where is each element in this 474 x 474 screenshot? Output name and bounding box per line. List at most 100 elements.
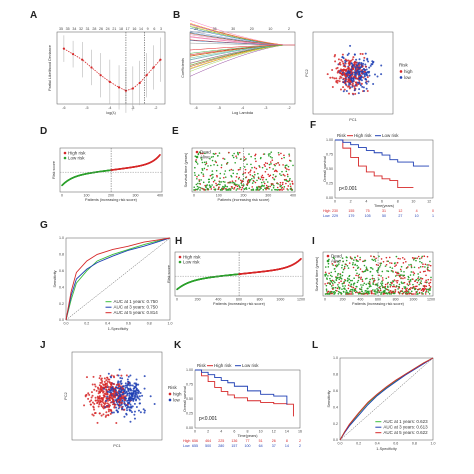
panel-b-xtick: -5 xyxy=(218,106,221,110)
panel-e-point xyxy=(279,188,282,191)
panel-f-risk-high-cell: 230 xyxy=(332,209,338,213)
panel-j-legend-marker-high xyxy=(168,392,172,396)
panel-f-risk-row-high-label: High xyxy=(323,209,330,213)
panel-h-xtick: 800 xyxy=(257,298,263,302)
panel-e-point xyxy=(206,168,208,171)
panel-f-risk-low-cell: 1 xyxy=(432,214,434,218)
panel-j-point xyxy=(143,387,146,390)
panel-e-point xyxy=(238,151,241,154)
panel-i-point xyxy=(391,281,393,284)
panel-e-point xyxy=(196,175,198,178)
panel-i-point xyxy=(341,266,343,269)
panel-k-risk-high-cell: 77 xyxy=(246,439,250,443)
panel-c-point xyxy=(359,70,362,73)
panel-e-point xyxy=(286,180,289,182)
panel-j-point xyxy=(106,376,109,379)
panel-i-point xyxy=(368,292,370,294)
panel-e-point xyxy=(256,187,259,190)
panel-k-risk-low-cell: 157 xyxy=(231,444,237,448)
panel-e-point xyxy=(269,161,272,163)
panel-i-point xyxy=(408,281,411,284)
panel-e-point xyxy=(193,186,196,189)
panel-e-point xyxy=(211,173,214,176)
panel-i-point xyxy=(350,283,353,286)
panel-e-point xyxy=(260,185,263,188)
panel-i-point xyxy=(424,293,427,295)
panel-i-point xyxy=(343,282,346,284)
panel-c-point xyxy=(355,83,358,86)
panel-j-point xyxy=(107,372,110,375)
panel-j-point xyxy=(99,388,102,391)
panel-e-point xyxy=(276,186,279,189)
panel-f-xtick: 12 xyxy=(427,200,431,204)
panel-g-ytick: 0.0 xyxy=(59,318,64,322)
panel-j-point xyxy=(91,394,94,397)
panel-c-point xyxy=(355,71,358,74)
panel-i-point xyxy=(363,264,366,267)
panel-j-point xyxy=(137,409,140,412)
panel-e-point xyxy=(246,183,249,185)
panel-j-legend-low: low xyxy=(173,397,181,402)
panel-e-point xyxy=(205,162,208,165)
panel-i-xtick: 800 xyxy=(393,298,399,302)
panel-a-top-tick: 35 xyxy=(66,27,70,31)
panel-c-point xyxy=(335,77,338,80)
panel-i-point xyxy=(394,275,397,277)
panel-i-point xyxy=(337,272,339,275)
panel-i-point xyxy=(364,292,367,295)
panel-e-point xyxy=(234,180,237,182)
panel-e-point xyxy=(222,180,225,183)
panel-c-point xyxy=(351,92,354,95)
panel-j-point xyxy=(141,394,144,397)
panel-i-point xyxy=(344,285,346,287)
panel-e-point xyxy=(210,164,212,167)
panel-i-point xyxy=(417,273,419,275)
panel-e-point xyxy=(217,188,220,190)
panel-e-point xyxy=(208,178,211,181)
panel-e-point xyxy=(249,171,251,173)
panel-c-point xyxy=(354,92,357,95)
panel-i-point xyxy=(371,290,373,292)
panel-i-point xyxy=(382,279,384,281)
panel-i-point xyxy=(374,260,377,262)
panel-i-point xyxy=(400,277,402,279)
panel-i-point xyxy=(330,285,333,287)
panel-c-point xyxy=(350,72,353,75)
panel-i-point xyxy=(349,293,351,295)
panel-c-point xyxy=(364,63,367,66)
panel-i-point xyxy=(362,284,364,286)
panel-i-point xyxy=(340,292,343,295)
panel-e-point xyxy=(281,186,284,189)
panel-i-point xyxy=(371,277,374,280)
panel-c-point xyxy=(334,53,337,56)
panel-e-point xyxy=(195,159,197,161)
panel-h-xtick: 400 xyxy=(215,298,221,302)
panel-i-point xyxy=(361,278,364,281)
panel-j-point xyxy=(92,375,95,378)
panel-j-frame xyxy=(71,351,163,441)
panel-i-point xyxy=(381,280,383,283)
panel-i-point xyxy=(379,289,382,292)
panel-c-point xyxy=(348,68,351,71)
panel-c-point xyxy=(351,58,354,61)
panel-c-point xyxy=(366,74,369,77)
panel-j-point xyxy=(105,388,108,391)
panel-i-point xyxy=(410,290,413,293)
panel-c-point xyxy=(358,76,361,79)
panel-e-point xyxy=(281,183,284,186)
panel-c-point xyxy=(344,65,347,68)
panel-i-point xyxy=(346,256,348,259)
panel-j-point xyxy=(115,406,118,409)
panel-i-point xyxy=(351,263,354,266)
panel-i-point xyxy=(429,286,432,288)
panel-i-point xyxy=(414,257,417,260)
panel-i-point xyxy=(417,293,419,295)
panel-i-point xyxy=(420,280,422,282)
panel-j-point xyxy=(96,421,99,424)
panel-c-point xyxy=(362,59,365,62)
panel-j-point xyxy=(111,398,114,401)
panel-i-point xyxy=(341,271,344,274)
panel-c-point xyxy=(341,53,344,56)
panel-e-point xyxy=(272,183,274,185)
panel-i-point xyxy=(361,280,364,282)
